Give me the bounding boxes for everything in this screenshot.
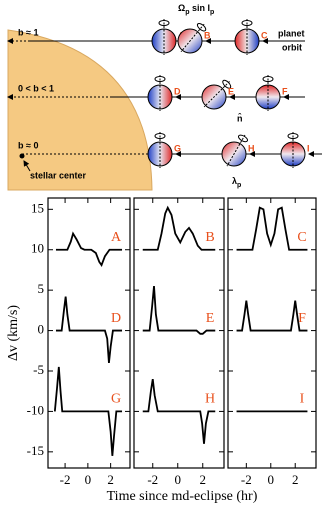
curve-label: E	[206, 311, 215, 326]
x-tick-label: 2	[200, 472, 207, 487]
curve-label: G	[111, 392, 121, 407]
curve-label: F	[298, 311, 306, 326]
spin-arrow	[196, 22, 207, 32]
pointer	[23, 160, 31, 172]
curve	[142, 286, 216, 335]
panel-frame	[227, 197, 317, 469]
curve	[236, 206, 308, 251]
curve-label: B	[205, 230, 214, 245]
spin-arrow	[241, 20, 253, 26]
x-tick-label: 0	[85, 472, 92, 487]
diagram: b ≈ 1 0 < b < 1 b ≈ 0 stellar center pla…	[7, 3, 322, 191]
orbit-label: orbit	[282, 42, 302, 52]
y-tick-label: 0	[38, 322, 45, 337]
curve-label: H	[205, 392, 215, 407]
x-tick-label: 2	[107, 472, 114, 487]
x-tick-label: 0	[268, 472, 275, 487]
y-tick-label: -5	[33, 362, 44, 377]
star	[7, 29, 153, 191]
y-tick-label: 15	[31, 200, 44, 215]
planet-label: B	[204, 30, 211, 40]
curve	[55, 296, 123, 364]
curve-label: C	[297, 230, 306, 245]
planet-label: D	[174, 86, 181, 96]
spin-arrow	[287, 133, 299, 139]
curve	[236, 300, 308, 332]
curve	[55, 231, 123, 267]
planet-label: E	[228, 86, 234, 96]
curve-label: A	[111, 230, 122, 245]
x-tick-label: -2	[60, 472, 71, 487]
x-tick-label: -2	[241, 472, 252, 487]
omega-label: Ωp sin Ip	[178, 3, 214, 15]
stellar-center-label: stellar center	[30, 170, 87, 180]
spin-axis	[154, 132, 166, 168]
planet-label: H	[248, 143, 255, 153]
sub: p	[210, 9, 214, 16]
spin-arrow	[158, 20, 170, 26]
spin-axis	[226, 134, 249, 167]
x-tick-label: -2	[147, 472, 158, 487]
sin: sin I	[190, 3, 211, 13]
planet-label: C	[261, 30, 268, 40]
curve-label: D	[111, 311, 121, 326]
planet-label: G	[174, 143, 181, 153]
planet-label: I	[307, 143, 310, 153]
spin-arrow	[262, 76, 274, 82]
sub: p	[185, 9, 189, 16]
stellar-center-dot	[19, 153, 25, 159]
spin-axis	[287, 132, 299, 168]
y-axis-label: Δv (km/s)	[6, 305, 21, 361]
panel-frame	[133, 197, 225, 469]
curve	[53, 366, 123, 456]
lambda-label: λp	[232, 176, 241, 188]
normal-label: n̂	[237, 113, 243, 124]
y-tick-label: -10	[27, 402, 44, 417]
impact-label: b ≈ 0	[18, 140, 38, 150]
omega: Ω	[178, 3, 185, 13]
planet-label: F	[282, 86, 288, 96]
x-tick-label: 2	[292, 472, 299, 487]
sub: p	[237, 182, 241, 189]
x-axis-label: Time since md-eclipse (hr)	[107, 489, 258, 504]
orbit-label: planet	[278, 28, 305, 38]
spin-axis	[241, 19, 253, 55]
spin-arrow	[222, 79, 232, 89]
impact-label: 0 < b < 1	[18, 83, 54, 93]
impact-label: b ≈ 1	[18, 27, 38, 37]
curve	[142, 378, 216, 444]
panel-frame	[47, 197, 131, 469]
spin-arrow	[237, 134, 249, 143]
spin-axis	[154, 75, 166, 111]
y-tick-label: 5	[38, 281, 45, 296]
y-tick-label: 10	[31, 241, 44, 256]
spin-axis	[158, 19, 170, 55]
y-tick-label: -15	[27, 443, 44, 458]
spin-axis	[262, 75, 274, 111]
spin-axis	[203, 79, 232, 108]
spin-arrow	[154, 133, 166, 139]
axis-line	[226, 134, 246, 167]
x-tick-label: 0	[175, 472, 182, 487]
curve	[142, 205, 216, 251]
axis-line	[203, 81, 230, 108]
curve-label: I	[300, 392, 305, 407]
spin-arrow	[154, 76, 166, 82]
lambda: λ	[232, 176, 237, 186]
